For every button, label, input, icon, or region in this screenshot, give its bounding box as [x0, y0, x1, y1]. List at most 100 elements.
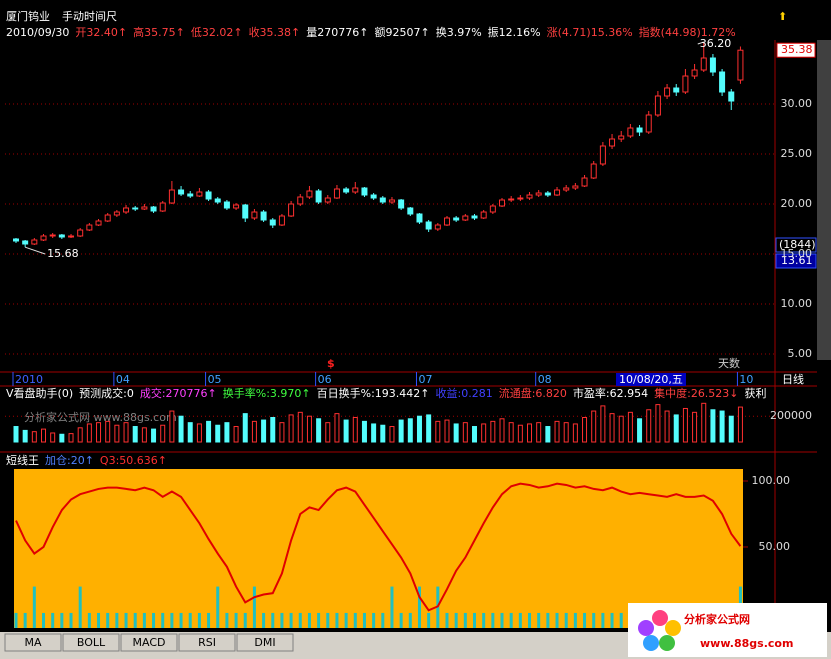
tab-label[interactable]: RSI	[198, 636, 216, 649]
signal-bar	[298, 612, 302, 628]
petal	[659, 635, 675, 651]
indicator-area	[14, 469, 743, 628]
signal-bar	[87, 612, 91, 628]
tab[interactable]	[178, 633, 236, 652]
legend-item: 成交:270776↑	[140, 386, 217, 400]
candle-body	[343, 188, 350, 193]
candle-body	[719, 71, 726, 93]
candle-body	[315, 190, 322, 203]
signal-bar	[619, 612, 623, 628]
candle-body	[700, 57, 707, 71]
candle-body	[95, 220, 102, 226]
side-strip	[817, 40, 831, 360]
volume-bar	[325, 422, 331, 443]
candle-body	[508, 198, 515, 201]
candle-body	[123, 207, 130, 213]
legend-item: 获利	[745, 387, 767, 400]
volume-bar	[637, 418, 643, 443]
volume-legend: V看盘助手(0) 预测成交:0 成交:270776↑ 换手率%:3.970↑ 百日换手%…	[6, 386, 767, 400]
candle-body	[526, 194, 533, 199]
signal-bar	[225, 612, 229, 628]
candle-body	[242, 204, 249, 219]
signal-bar	[197, 612, 201, 628]
tab-label[interactable]: MA	[24, 636, 41, 649]
volume-bar	[527, 423, 533, 443]
signal-bar	[573, 612, 577, 628]
signal-bar	[372, 612, 376, 628]
candle-body	[499, 199, 506, 207]
candle-body	[333, 188, 340, 199]
volume-bar	[646, 409, 652, 443]
volume-bar	[59, 433, 65, 443]
candle-body	[214, 198, 221, 203]
tab[interactable]	[62, 633, 120, 652]
volume-bar	[141, 427, 147, 443]
candle-body	[480, 211, 487, 219]
volume-bar	[545, 426, 551, 443]
x-tick-label: 2010	[15, 373, 43, 386]
volume-bar	[371, 423, 377, 443]
candle-body	[22, 240, 29, 245]
volume-bar	[242, 413, 248, 443]
legend-item: 低32.02↑	[191, 26, 243, 39]
volume-bar	[41, 428, 47, 443]
volume-bar	[462, 422, 468, 443]
x-tick-label: 04	[116, 373, 130, 386]
signal-bar	[262, 612, 266, 628]
volume-bar	[600, 405, 606, 443]
volume-bar	[728, 415, 734, 443]
tab-label[interactable]: BOLL	[77, 636, 106, 649]
tab[interactable]	[4, 633, 62, 652]
candle-body	[682, 75, 689, 93]
candle-body	[618, 135, 625, 140]
signal-bar	[142, 612, 146, 628]
signal-bar	[243, 612, 247, 628]
volume-bar	[105, 420, 111, 443]
candle-body	[49, 234, 56, 237]
x-tick-label: 10	[739, 373, 753, 386]
indicator-legend: 短线王 加仓:20↑ Q3:50.636↑	[6, 453, 167, 467]
x-tick-label: 07	[418, 373, 432, 386]
signal-bar	[473, 612, 476, 628]
candle-body	[673, 87, 680, 93]
volume-bar	[582, 417, 588, 443]
candle-body	[664, 87, 671, 97]
tab-label[interactable]: MACD	[133, 636, 166, 649]
candle-body	[168, 189, 175, 204]
logo-name: 分析家公式网	[684, 612, 750, 626]
candle-body	[68, 235, 75, 238]
candle-body	[187, 193, 194, 197]
signal-bar	[317, 612, 321, 628]
quote-line: 2010/09/30 开32.40↑ 高35.75↑ 低32.02↑ 收35.38↑ 量2…	[6, 25, 736, 39]
volume-bar	[22, 429, 28, 443]
volume-bar	[508, 422, 514, 443]
candle-body	[489, 205, 496, 213]
tab[interactable]	[236, 633, 294, 652]
logo: 分析家公式网 www.88gs.com	[628, 603, 827, 657]
candle-body	[251, 211, 258, 219]
y-tick-label: 5.00	[788, 347, 813, 360]
signal-bar	[482, 612, 486, 628]
cursor-box	[775, 253, 817, 269]
signal-bar	[271, 612, 275, 628]
y-tick-label: 15.00	[781, 247, 813, 260]
petal	[665, 620, 681, 636]
signal-bar	[326, 612, 330, 628]
tab[interactable]	[120, 633, 178, 652]
tab-label[interactable]: DMI	[254, 636, 275, 649]
volume-bar	[435, 420, 441, 443]
signal-bar	[179, 612, 183, 628]
volume-bar	[536, 422, 542, 443]
x-tick-label: 05	[208, 373, 222, 386]
signal-bar	[32, 586, 36, 628]
volume-bar	[132, 426, 138, 443]
volume-bar	[710, 409, 716, 443]
candle-body	[581, 177, 588, 187]
y-tick-label: 10.00	[781, 297, 813, 310]
candle-body	[361, 187, 368, 196]
volume-bar	[114, 424, 120, 443]
signal-bar	[106, 612, 110, 628]
volume-bar	[655, 404, 661, 443]
signal-bar	[555, 612, 559, 628]
